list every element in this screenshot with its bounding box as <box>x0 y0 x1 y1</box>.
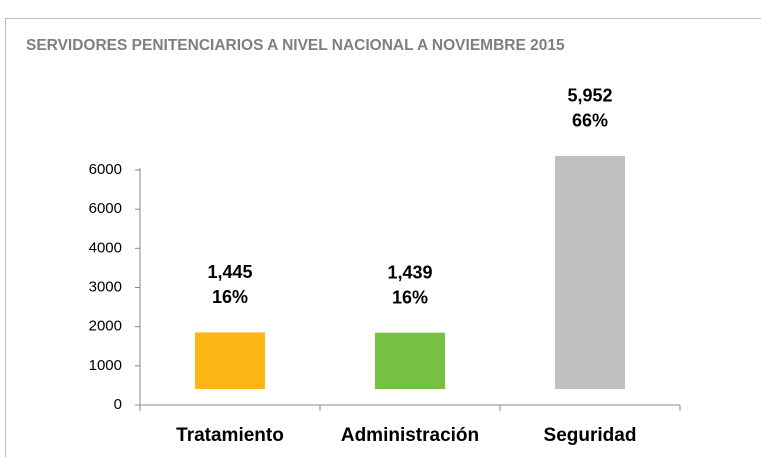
y-tick-label: 6000 <box>89 200 122 217</box>
x-tick-label: Seguridad <box>544 425 637 446</box>
y-tick-label: 0 <box>114 396 122 413</box>
y-tick-label: 1000 <box>89 357 122 374</box>
value-label: 1,445 <box>207 262 252 282</box>
chart-title: SERVIDORES PENITENCIARIOS A NIVEL NACION… <box>26 37 565 54</box>
share-label: 16% <box>392 287 428 307</box>
y-tick-label: 4000 <box>89 239 122 256</box>
y-tick-label: 3000 <box>89 278 122 295</box>
value-label: 1,439 <box>387 262 432 282</box>
x-tick-label: Tratamiento <box>176 425 284 446</box>
share-label: 66% <box>572 111 608 131</box>
bar <box>195 332 265 389</box>
frame <box>5 18 761 457</box>
value-label: 5,952 <box>567 86 612 106</box>
bar <box>555 155 625 389</box>
y-tick-label: 2000 <box>89 318 122 335</box>
y-tick-label: 6000 <box>89 161 122 178</box>
bar <box>375 332 445 389</box>
share-label: 16% <box>212 287 248 307</box>
x-tick-label: Administración <box>341 425 479 446</box>
